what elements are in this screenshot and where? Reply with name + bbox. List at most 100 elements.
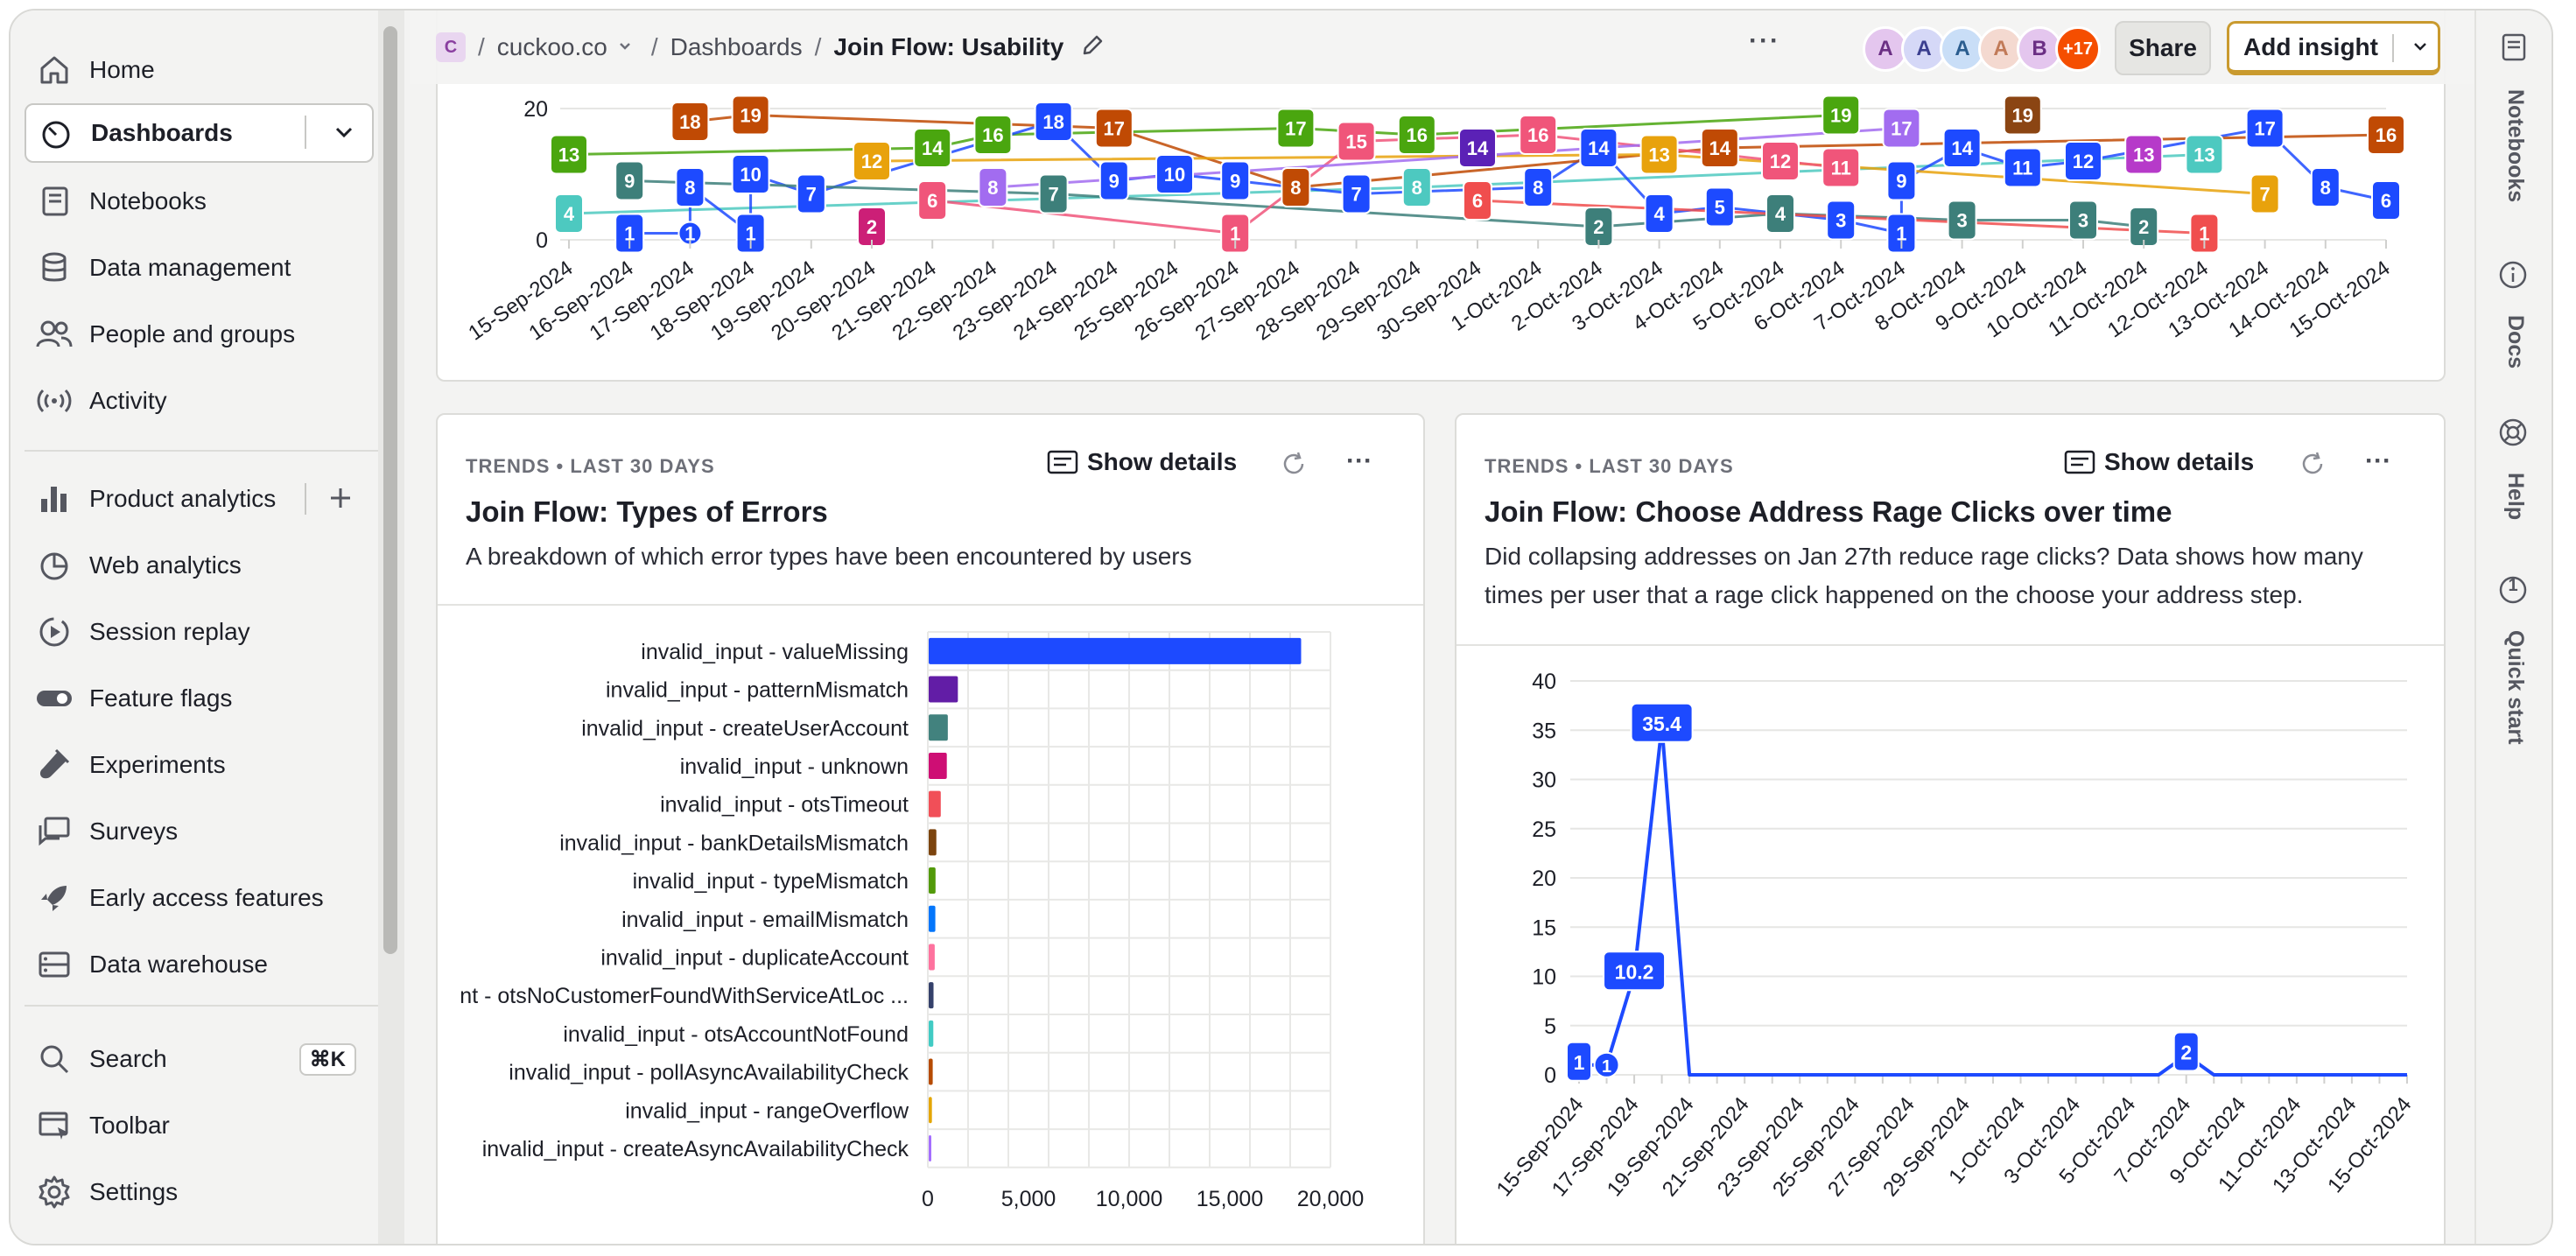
org-avatar: C — [436, 32, 466, 62]
refresh-icon[interactable] — [1280, 450, 1308, 482]
add-insight-label: Add insight — [2243, 32, 2378, 60]
data-label-text: 17 — [2254, 118, 2275, 140]
category-label: invalid_input - valueMissing — [641, 640, 909, 664]
sidebar-scrollbar-thumb[interactable] — [383, 26, 397, 954]
quickstart-icon[interactable]: 1 — [2495, 572, 2530, 607]
more-options-icon[interactable]: ··· — [2365, 446, 2391, 475]
card-title[interactable]: Join Flow: Choose Address Rage Clicks ov… — [1485, 495, 2172, 528]
edit-icon[interactable] — [1079, 32, 1106, 63]
lifebuoy-icon[interactable] — [2495, 415, 2530, 450]
bar — [929, 1134, 931, 1161]
sidebar-item-early-access[interactable]: Early access features — [25, 870, 370, 926]
more-options-icon[interactable]: ··· — [1346, 446, 1372, 475]
avatar-group[interactable]: A A A A B +17 — [1863, 26, 2101, 72]
chevron-down-icon[interactable] — [2408, 34, 2432, 65]
category-label: invalid_input - bankDetailsMismatch — [559, 831, 909, 855]
data-label-text: 3 — [1835, 210, 1846, 232]
data-label-text: 17 — [1285, 118, 1306, 140]
sidebar-item-product-analytics[interactable]: Product analytics — [25, 471, 370, 527]
data-label-text: 2 — [2138, 216, 2149, 238]
sidebar-item-data-management[interactable]: Data management — [25, 240, 370, 296]
sidebar-item-activity[interactable]: Activity — [25, 373, 370, 429]
data-label-text: 19 — [1830, 105, 1851, 127]
search-button[interactable]: Search ⌘K — [25, 1031, 370, 1087]
y-tick-label: 30 — [1532, 768, 1556, 793]
notebook-icon[interactable] — [2495, 30, 2530, 65]
info-icon[interactable] — [2495, 257, 2530, 292]
data-label-text: 6 — [927, 190, 937, 212]
toolbar-button[interactable]: Toolbar — [25, 1098, 370, 1154]
rail-item-docs[interactable]: Docs — [2503, 315, 2528, 369]
sidebar-item-home[interactable]: Home — [25, 42, 370, 98]
refresh-icon[interactable] — [2299, 450, 2327, 482]
data-label-text: 15 — [1345, 131, 1366, 153]
data-label — [670, 102, 710, 142]
data-label — [1639, 134, 1679, 175]
add-insight-button[interactable]: Add insight — [2227, 21, 2440, 75]
data-label — [2371, 180, 2401, 221]
data-label-text: 19 — [740, 105, 761, 127]
y-tick-label: 35 — [1532, 719, 1556, 743]
data-label — [2003, 147, 2042, 188]
bar — [929, 637, 1302, 664]
sidebar-scrollbar[interactable] — [378, 11, 404, 1244]
bar — [929, 905, 936, 932]
card-kicker: TRENDS • LAST 30 DAYS — [1485, 455, 1734, 477]
data-label-text: 8 — [987, 177, 998, 199]
data-label-text: 14 — [922, 137, 944, 159]
bar-chart-icon — [32, 481, 77, 516]
sidebar-item-dashboards[interactable]: Dashboards — [25, 103, 374, 163]
sidebar-item-label: Web analytics — [89, 551, 242, 579]
data-label — [2185, 134, 2224, 175]
data-label — [1038, 173, 1069, 214]
rail-item-notebooks[interactable]: Notebooks — [2503, 89, 2528, 203]
sidebar-item-label: Feature flags — [89, 684, 233, 712]
data-label — [1458, 128, 1497, 168]
chevron-down-icon[interactable] — [329, 117, 359, 153]
bar — [929, 676, 958, 703]
breadcrumb-org[interactable]: cuckoo.co — [496, 33, 607, 60]
rail-item-quick-start[interactable]: Quick start — [2503, 630, 2528, 745]
card-title[interactable]: Join Flow: Types of Errors — [466, 495, 828, 528]
chevron-down-icon[interactable] — [616, 37, 634, 59]
sidebar-item-notebooks[interactable]: Notebooks — [25, 173, 370, 229]
more-options-icon[interactable]: ··· — [1749, 26, 1780, 55]
y-tick-label: 10 — [1532, 965, 1556, 990]
data-label-text: 8 — [1290, 177, 1301, 199]
sidebar-item-experiments[interactable]: Experiments — [25, 737, 370, 793]
settings-button[interactable]: Settings — [25, 1164, 370, 1220]
sidebar-item-people[interactable]: People and groups — [25, 306, 370, 362]
data-label — [1220, 160, 1251, 201]
sidebar-item-feature-flags[interactable]: Feature flags — [25, 670, 370, 726]
data-label-text: 7 — [2259, 184, 2270, 206]
sidebar-item-surveys[interactable]: Surveys — [25, 803, 370, 860]
people-icon — [32, 317, 77, 352]
database-icon — [32, 250, 77, 285]
data-label — [1821, 95, 1861, 136]
category-label: invalid_input - rangeOverflow — [625, 1098, 909, 1123]
page-title: Join Flow: Usability — [833, 33, 1064, 60]
sidebar-item-data-warehouse[interactable]: Data warehouse — [25, 937, 370, 993]
sidebar-item-web-analytics[interactable]: Web analytics — [25, 537, 370, 593]
data-label — [2310, 167, 2341, 207]
show-details-button[interactable]: Show details — [1047, 448, 1237, 476]
show-details-button[interactable]: Show details — [2064, 448, 2254, 476]
sidebar-item-label: People and groups — [89, 320, 296, 347]
data-label-text: 16 — [982, 124, 1003, 146]
card-description: Did collapsing addresses on Jan 27th red… — [1485, 543, 2363, 608]
plus-icon[interactable] — [326, 483, 355, 519]
data-label — [1276, 108, 1316, 149]
breadcrumb-dashboards[interactable]: Dashboards — [670, 33, 803, 60]
share-button[interactable]: Share — [2115, 21, 2211, 75]
avatar-overflow: +17 — [2055, 26, 2101, 72]
x-tick-label: 15,000 — [1197, 1187, 1263, 1211]
rail-item-help[interactable]: Help — [2503, 473, 2528, 521]
data-label — [2172, 1031, 2200, 1072]
data-label-text: 18 — [1042, 111, 1063, 133]
bar — [929, 867, 936, 895]
sidebar-item-label: Early access features — [89, 884, 324, 911]
divider — [25, 450, 392, 452]
divider — [2392, 34, 2394, 62]
sidebar-item-session-replay[interactable]: Session replay — [25, 604, 370, 660]
